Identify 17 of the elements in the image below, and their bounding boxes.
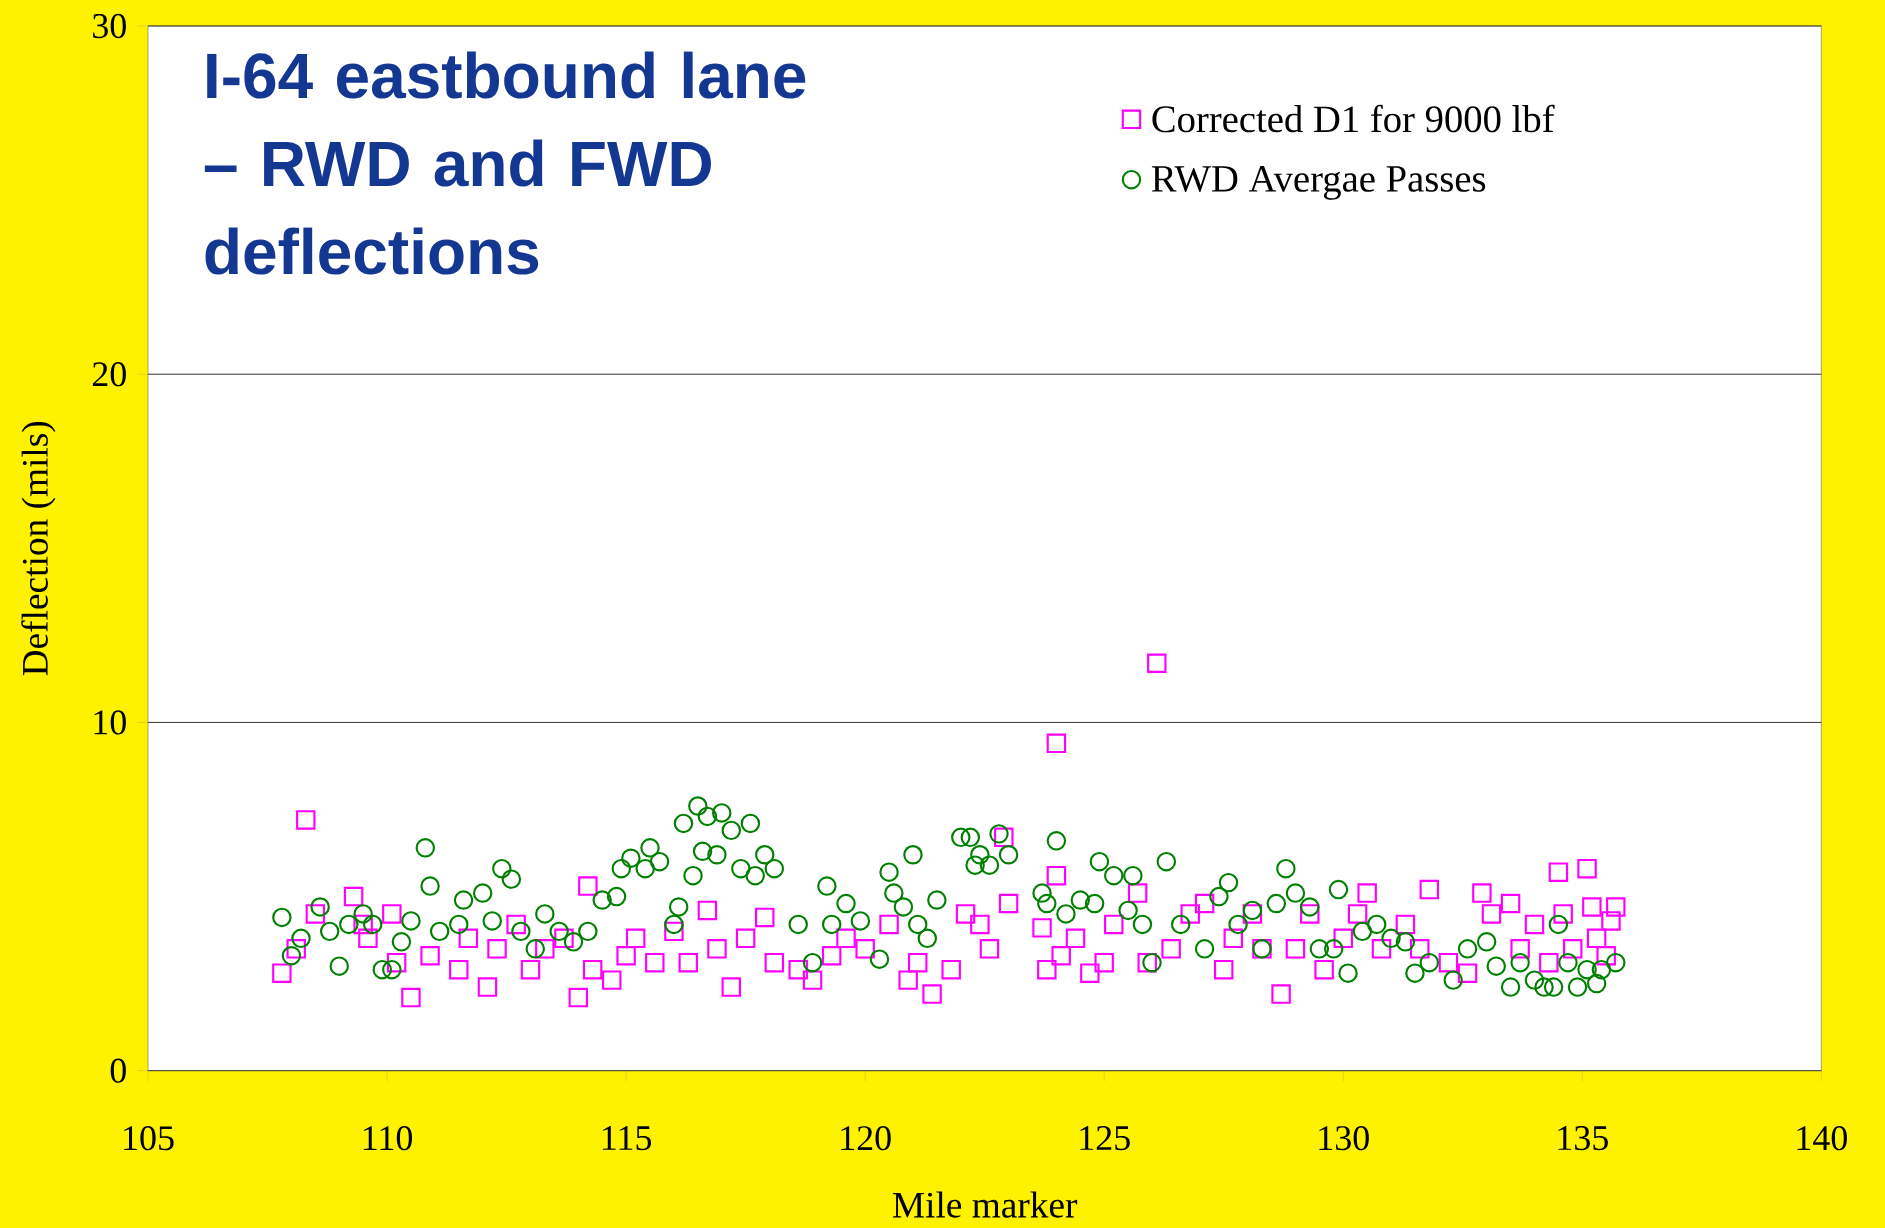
x-axis-title: Mile marker	[892, 1191, 1078, 1218]
y-tick-label: 0	[110, 1058, 126, 1083]
text: I-64 eastbound lane – RWD and FWD deflections	[204, 51, 806, 275]
x-tick-label: 135	[1558, 1126, 1608, 1151]
x-tick-label: 110	[363, 1126, 413, 1151]
legend-label: RWD Avergae Passes	[1151, 165, 1486, 200]
x-tick-label: 130	[1319, 1126, 1369, 1151]
x-tick-label: 125	[1080, 1126, 1130, 1151]
y-axis-title: Deflection (mils)	[21, 421, 56, 676]
x-tick-label: 105	[124, 1126, 174, 1151]
y-tick-label: 20	[92, 362, 126, 387]
x-tick-label: 140	[1797, 1126, 1847, 1151]
legend-label: Corrected D1 for 9000 lbf	[1152, 104, 1555, 133]
y-tick-label: 10	[94, 710, 126, 735]
y-tick-label: 30	[93, 13, 126, 39]
x-tick-label: 120	[841, 1126, 891, 1151]
x-tick-label: 115	[602, 1126, 652, 1151]
